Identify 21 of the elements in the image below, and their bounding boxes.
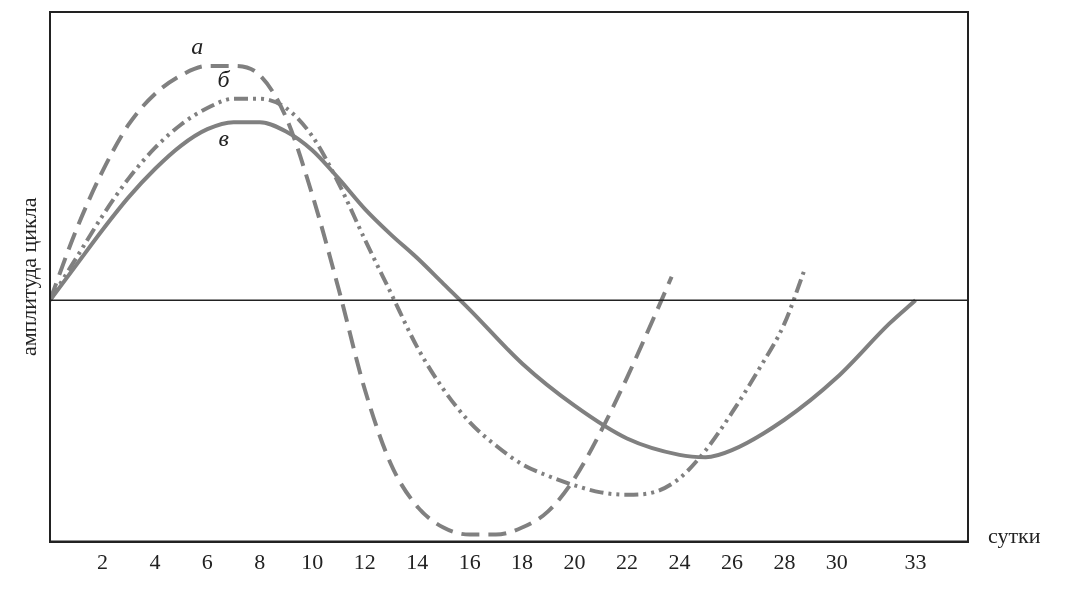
x-tick-label: 30 — [825, 548, 848, 574]
x-tick-label: 14 — [406, 548, 429, 574]
series-label: в — [218, 125, 229, 152]
x-tick-label: 10 — [301, 548, 324, 574]
x-tick-label: 22 — [616, 548, 639, 574]
x-tick-label: 18 — [511, 548, 534, 574]
x-tick-label: 8 — [254, 548, 266, 574]
x-tick-label: 6 — [201, 548, 213, 574]
x-tick-label: 26 — [720, 548, 743, 574]
x-axis-title: сутки — [988, 523, 1041, 549]
x-tick-label: 16 — [458, 548, 481, 574]
series-label: б — [217, 66, 231, 93]
x-tick-label: 20 — [563, 548, 586, 574]
x-tick-label: 4 — [149, 548, 161, 574]
x-tick-label: 2 — [96, 548, 108, 574]
x-tick-label: 24 — [668, 548, 691, 574]
x-tick-label: 28 — [773, 548, 796, 574]
x-tick-label: 12 — [353, 548, 376, 574]
x-tick-label: 33 — [904, 548, 927, 574]
series-label: а — [191, 33, 204, 60]
y-axis-title: амплитуда цикла — [15, 197, 41, 357]
